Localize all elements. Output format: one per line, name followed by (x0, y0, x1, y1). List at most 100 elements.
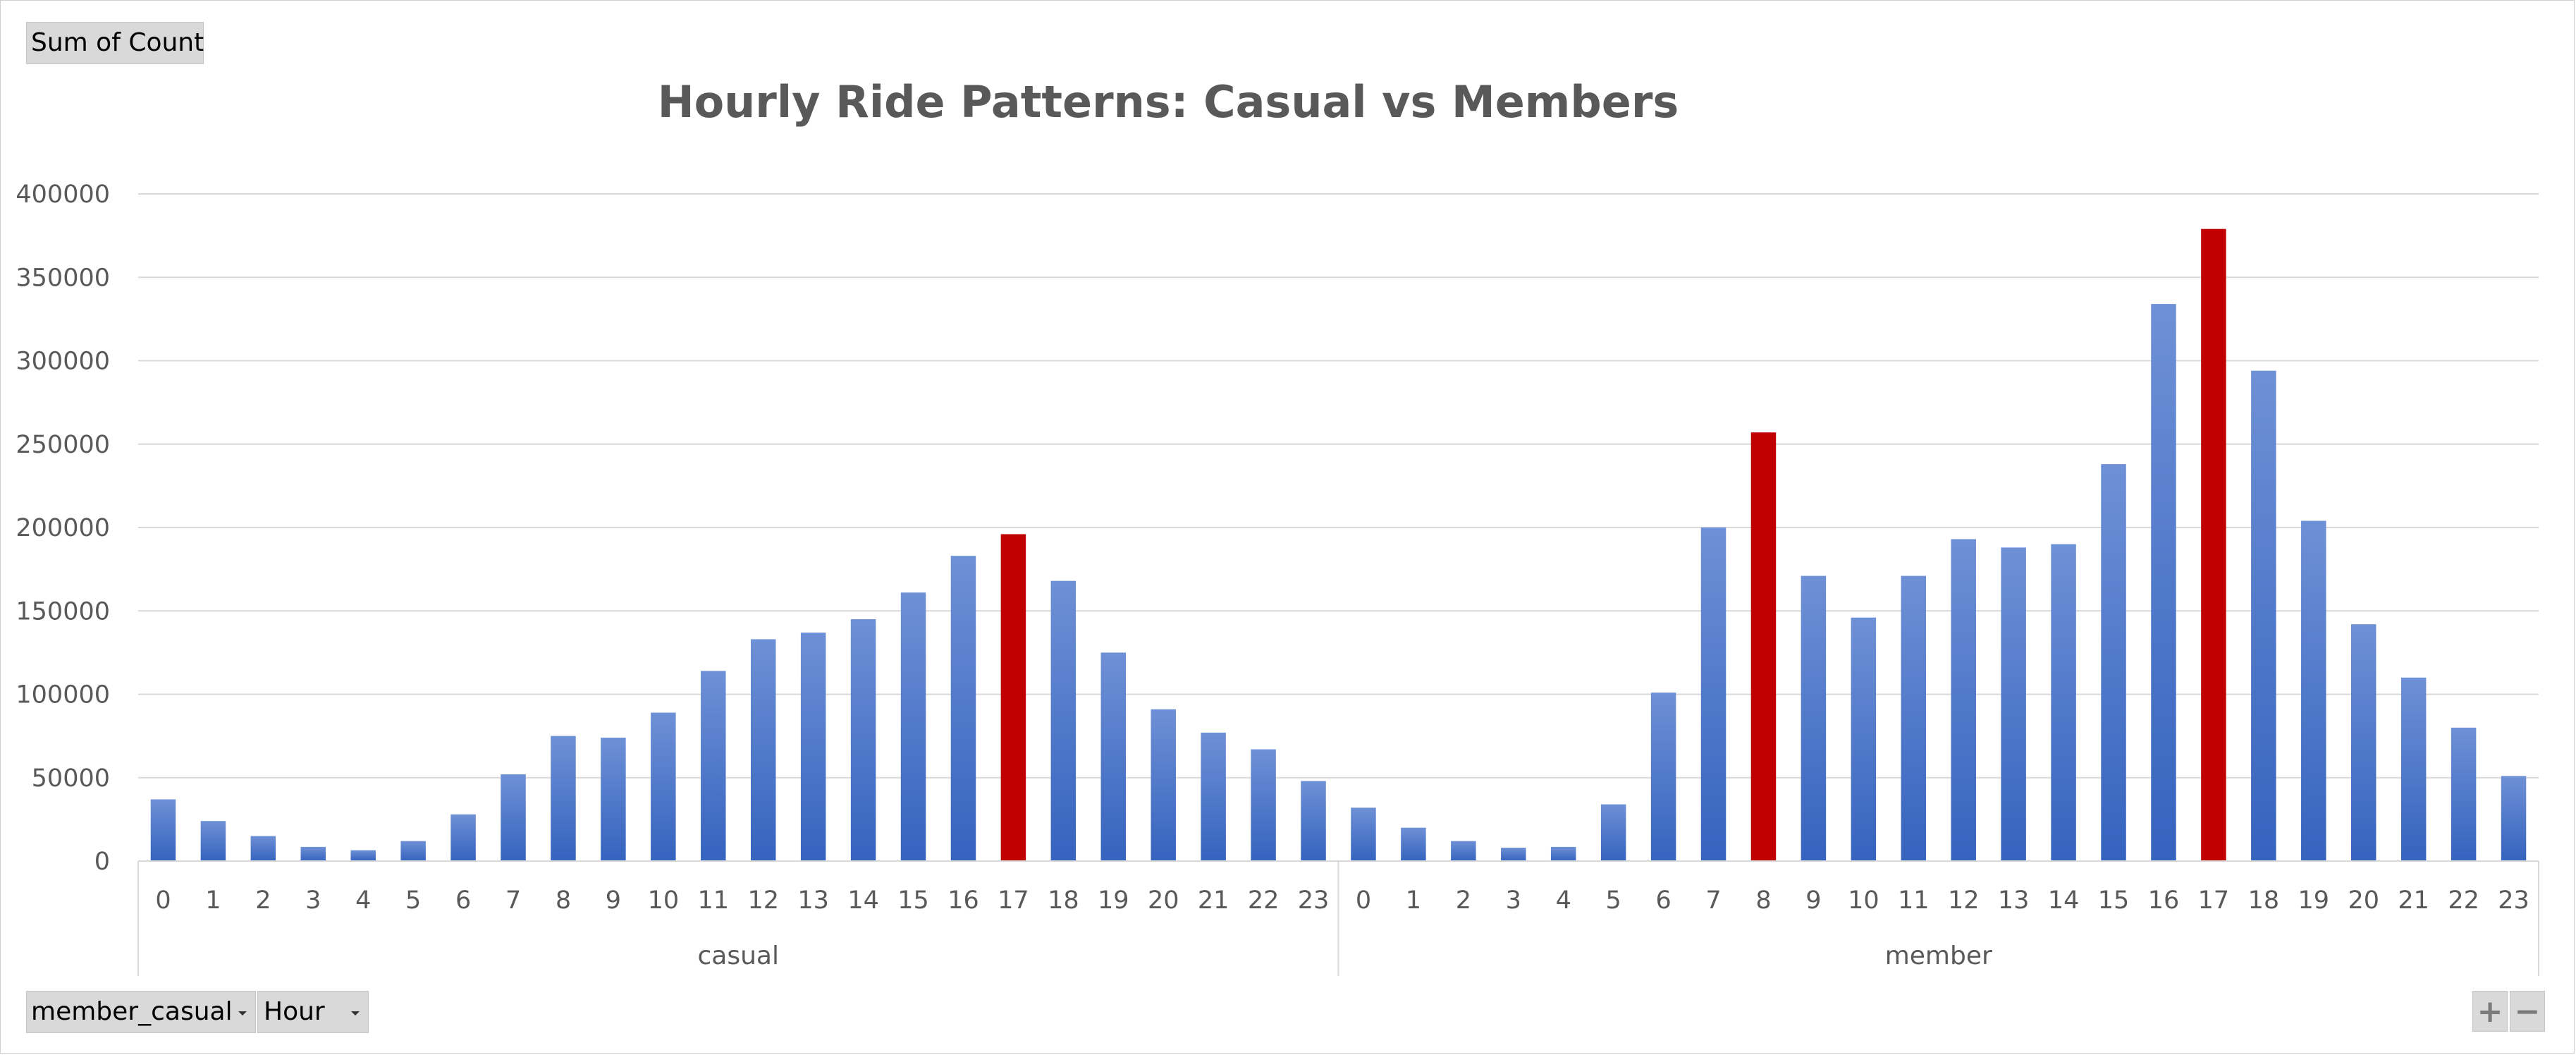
bar (601, 737, 626, 861)
x-tick-label: 12 (1948, 886, 1980, 915)
collapse-field-button[interactable]: − (2510, 991, 2545, 1032)
x-tick-label: 6 (455, 886, 471, 915)
x-tick-label: 3 (305, 886, 321, 915)
x-tick-label: 7 (1705, 886, 1721, 915)
bar (651, 712, 676, 861)
bar (250, 836, 276, 861)
x-tick-label: 8 (1755, 886, 1771, 915)
value-field-label: Sum of Count (31, 28, 204, 57)
x-tick-label: 19 (1098, 886, 1129, 915)
bar (2151, 304, 2176, 862)
bar (850, 619, 876, 861)
bar (300, 846, 326, 861)
y-tick-label: 100000 (16, 681, 110, 709)
bar (2400, 677, 2427, 861)
bar (1100, 652, 1127, 861)
x-tick-label: 4 (1556, 886, 1571, 915)
x-tick-label: 23 (1298, 886, 1330, 915)
x-tick-label: 6 (1655, 886, 1671, 915)
bar (750, 639, 776, 861)
bar (1901, 575, 1927, 861)
x-tick-label: 5 (405, 886, 421, 915)
bar (1251, 749, 1276, 861)
row-field-hour-button[interactable]: Hour (257, 991, 369, 1033)
bar (1700, 528, 1726, 861)
value-field-button[interactable]: Sum of Count (26, 22, 204, 64)
bar (800, 632, 826, 861)
x-tick-label: 11 (698, 886, 730, 915)
bar (2251, 370, 2276, 861)
bar (1351, 807, 1376, 861)
x-tick-label: 2 (1456, 886, 1471, 915)
chart-title: Hourly Ride Patterns: Casual vs Members (658, 76, 1679, 128)
x-axis (137, 860, 2539, 976)
bar (2350, 624, 2376, 861)
dropdown-arrow-icon (238, 1011, 247, 1016)
x-tick-label: 21 (1198, 886, 1229, 915)
x-tick-label: 0 (1356, 886, 1371, 915)
bar (900, 592, 926, 861)
x-tick-label: 7 (505, 886, 521, 915)
x-tick-label: 9 (1805, 886, 1821, 915)
y-tick-label: 400000 (16, 181, 110, 209)
expand-field-button[interactable]: + (2472, 991, 2508, 1032)
bar (450, 814, 476, 861)
x-tick-label: 3 (1506, 886, 1521, 915)
x-tick-label: 13 (797, 886, 829, 915)
x-tick-label: 16 (947, 886, 979, 915)
bar (1851, 617, 1877, 861)
y-tick-label: 200000 (16, 514, 110, 542)
x-tick-label: 1 (1406, 886, 1421, 915)
bar (1951, 539, 1976, 861)
bar (400, 841, 426, 861)
bar-highlight (1750, 432, 1777, 861)
x-tick-label: 13 (1998, 886, 2030, 915)
y-tick-label: 350000 (16, 264, 110, 292)
bar (2501, 776, 2527, 861)
x-tick-label: 20 (1148, 886, 1179, 915)
x-tick-label: 18 (1048, 886, 1079, 915)
x-tick-label: 4 (355, 886, 371, 915)
bar (2001, 547, 2026, 861)
x-axis-groups: casual member (698, 941, 1992, 970)
minus-icon: − (2514, 993, 2541, 1030)
x-tick-label: 16 (2148, 886, 2180, 915)
bar (2101, 464, 2126, 861)
y-tick-label: 300000 (16, 348, 110, 376)
x-tick-label: 14 (2048, 886, 2080, 915)
bar (2451, 727, 2477, 861)
bar (1550, 846, 1576, 861)
x-tick-label: 10 (648, 886, 680, 915)
row-field-member-casual-button[interactable]: member_casual (26, 991, 256, 1033)
x-tick-label: 12 (747, 886, 779, 915)
x-tick-label: 21 (2398, 886, 2429, 915)
bar (350, 850, 376, 861)
bar (2051, 544, 2076, 861)
x-tick-label: 8 (556, 886, 571, 915)
bar-highlight (1000, 534, 1026, 861)
bars (150, 228, 2527, 862)
x-tick-label: 20 (2348, 886, 2379, 915)
x-tick-label: 17 (2198, 886, 2230, 915)
bar (551, 736, 576, 861)
x-tick-label: 22 (1248, 886, 1280, 915)
dropdown-arrow-icon (351, 1011, 360, 1016)
bar (501, 774, 526, 861)
x-tick-label: 19 (2298, 886, 2330, 915)
bar (200, 821, 226, 861)
bar (1600, 804, 1626, 861)
y-tick-label: 0 (94, 848, 110, 876)
x-tick-label: 23 (2498, 886, 2529, 915)
x-tick-label: 15 (897, 886, 929, 915)
bar (1451, 841, 1476, 861)
x-tick-label: 17 (998, 886, 1029, 915)
y-tick-label: 50000 (32, 764, 110, 793)
x-group-label: member (1885, 941, 1992, 970)
bar (950, 556, 976, 861)
row-field-hour-label: Hour (264, 997, 325, 1026)
x-group-label: casual (698, 941, 780, 970)
x-tick-label: 2 (255, 886, 271, 915)
x-tick-label: 11 (1898, 886, 1930, 915)
